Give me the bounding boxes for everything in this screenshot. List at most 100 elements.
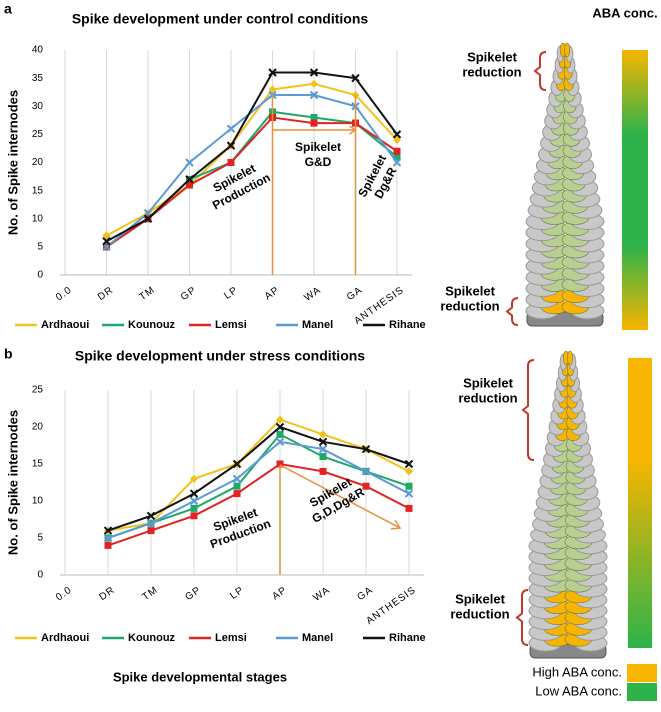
- x-tick-label: AP: [263, 285, 282, 303]
- marker: [103, 526, 113, 535]
- marker: [392, 158, 402, 167]
- brace: [515, 589, 529, 646]
- reduction-label-line: reduction: [462, 64, 521, 79]
- marker: [276, 415, 284, 424]
- x-tick-label: DR: [96, 285, 116, 303]
- x-tick-label: GP: [179, 285, 199, 303]
- marker: [143, 214, 153, 223]
- marker: [186, 181, 193, 189]
- marker: [319, 467, 327, 475]
- marker: [405, 504, 413, 512]
- marker: [268, 85, 277, 94]
- marker: [405, 482, 413, 490]
- legend-label: Manel: [302, 632, 333, 644]
- marker: [310, 79, 318, 88]
- y-tick-label: 5: [37, 242, 43, 253]
- legend-label: Rihane: [389, 319, 426, 331]
- marker: [362, 482, 370, 490]
- y-tick-label: 0: [37, 270, 43, 281]
- phase-arrow: [279, 464, 402, 530]
- marker: [185, 158, 194, 167]
- legend-label: Ardhaoui: [41, 632, 89, 644]
- y-tick-label: 25: [32, 129, 44, 140]
- marker: [276, 430, 284, 438]
- marker: [147, 527, 155, 535]
- y-axis-label: No. of Spike internodes: [5, 410, 20, 555]
- x-tick-label: TM: [137, 285, 157, 303]
- marker: [310, 119, 318, 127]
- marker: [319, 430, 327, 439]
- marker: [233, 482, 241, 490]
- legend-label: Manel: [302, 319, 333, 331]
- marker: [190, 474, 198, 483]
- y-tick-label: 10: [32, 496, 44, 507]
- legend-label: Ardhaoui: [41, 319, 89, 331]
- y-tick-label: 30: [32, 101, 44, 112]
- marker: [226, 124, 236, 133]
- x-tick-label: AP: [270, 585, 289, 603]
- marker: [361, 467, 371, 476]
- y-tick-label: 5: [37, 533, 43, 544]
- marker: [393, 147, 401, 155]
- x-tick-label: 0.0: [54, 585, 74, 604]
- spikelet: [567, 350, 574, 366]
- marker: [146, 518, 156, 528]
- x-tick-label: GA: [345, 285, 365, 303]
- reduction-label-line: Spikelet: [467, 49, 518, 64]
- y-tick-label: 10: [32, 213, 44, 224]
- marker: [404, 489, 414, 498]
- series-line: [107, 418, 410, 532]
- marker: [189, 496, 199, 506]
- marker: [190, 512, 198, 520]
- marker: [309, 90, 319, 100]
- marker: [392, 130, 402, 139]
- legend-label: Kounouz: [128, 319, 176, 331]
- low-key-swatch: [627, 683, 657, 701]
- series-line: [106, 82, 398, 237]
- marker: [361, 444, 371, 454]
- y-tick-label: 15: [32, 459, 44, 470]
- aba-heading: ABA conc.: [592, 5, 657, 20]
- y-tick-label: 0: [37, 570, 43, 581]
- high-key: High ABA conc.: [532, 664, 622, 679]
- y-axis-label: No. of Spike internodes: [5, 90, 20, 235]
- annotation-line: Spikelet: [295, 140, 341, 154]
- chart-title: Spike development under control conditio…: [72, 11, 369, 27]
- legend-label: Rihane: [389, 632, 426, 644]
- low-key: Low ABA conc.: [535, 683, 622, 698]
- brace: [533, 51, 547, 91]
- marker: [276, 460, 284, 468]
- marker: [393, 136, 401, 144]
- legend-label: Kounouz: [128, 632, 176, 644]
- y-tick-label: 35: [32, 73, 44, 84]
- marker: [232, 474, 242, 484]
- y-tick-label: 20: [32, 422, 44, 433]
- reduction-label-line: Spikelet: [463, 375, 514, 390]
- marker: [275, 422, 285, 432]
- marker: [146, 511, 156, 521]
- legend-label: Lemsi: [215, 319, 247, 331]
- y-tick-label: 15: [32, 185, 44, 196]
- brace: [521, 359, 535, 461]
- marker: [190, 504, 198, 512]
- marker: [233, 490, 241, 498]
- marker: [185, 175, 194, 184]
- x-axis-label: Spike developmental stages: [113, 669, 287, 684]
- series-line: [107, 440, 410, 539]
- reduction-label-line: Spikelet: [445, 283, 496, 298]
- marker: [310, 114, 318, 121]
- high-key-swatch: [627, 664, 657, 682]
- x-tick-label: WA: [311, 585, 332, 604]
- aba-gradient-a: [622, 50, 648, 330]
- aba-gradient-b: [628, 358, 652, 648]
- panel-letter: a: [4, 1, 12, 17]
- marker: [351, 73, 360, 83]
- x-tick-label: GP: [183, 585, 203, 603]
